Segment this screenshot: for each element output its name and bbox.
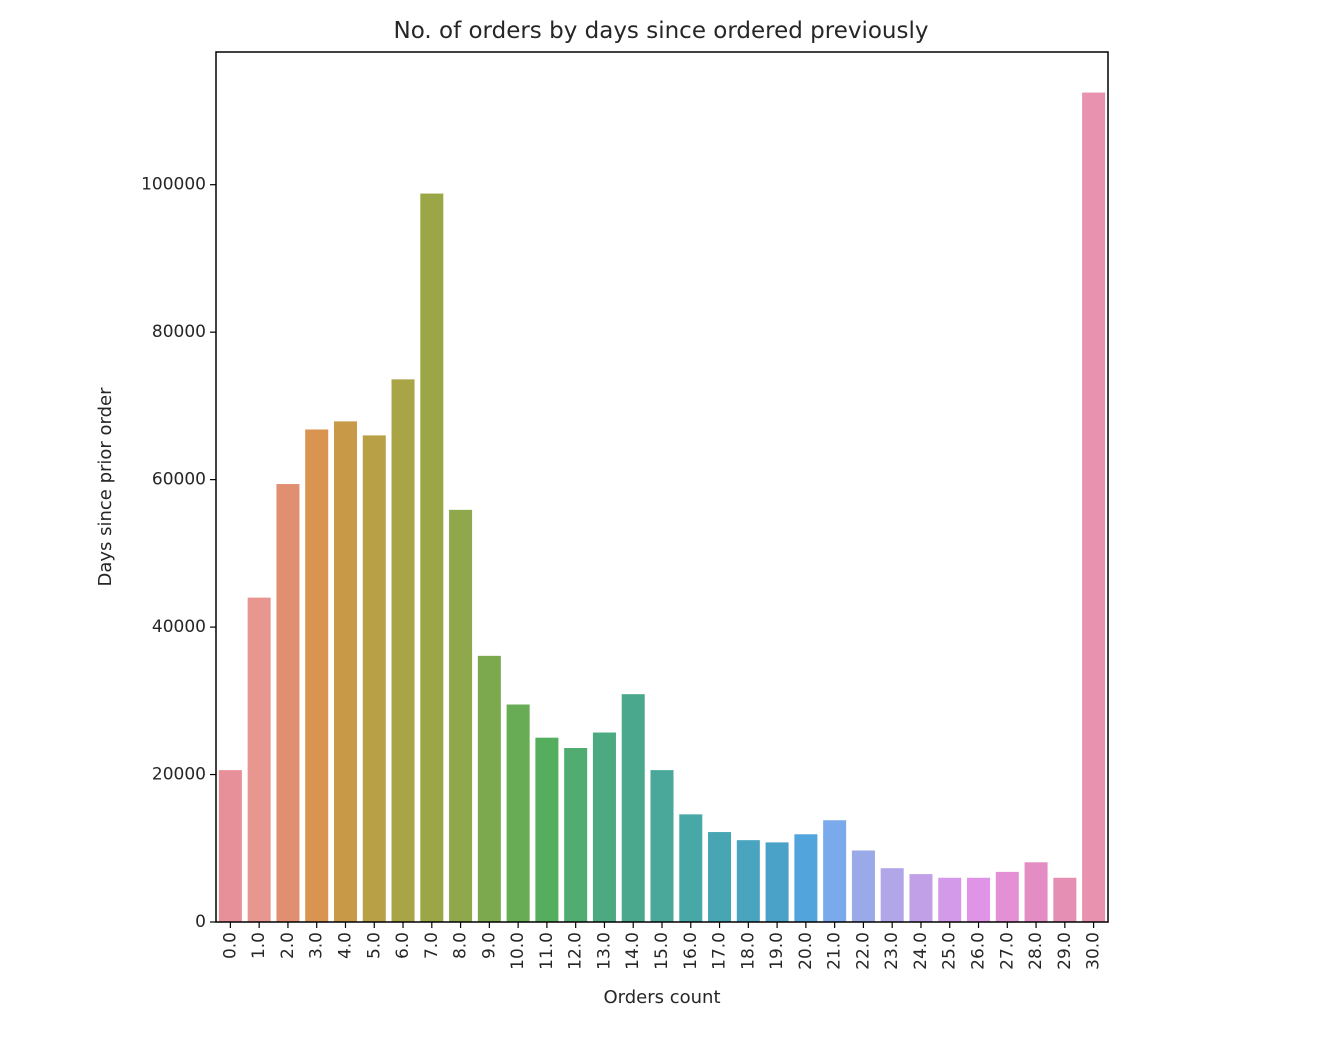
bar-29.0 bbox=[1053, 877, 1077, 922]
x-tick-label: 8.0 bbox=[451, 932, 471, 959]
x-tick-label: 27.0 bbox=[997, 932, 1017, 970]
bar-1.0 bbox=[247, 597, 271, 922]
x-tick-label: 10.0 bbox=[508, 932, 528, 970]
bars-group bbox=[218, 92, 1106, 923]
bar-9.0 bbox=[477, 655, 501, 922]
bar-4.0 bbox=[333, 421, 357, 922]
bar-10.0 bbox=[506, 704, 530, 922]
y-tick-label: 0 bbox=[195, 912, 206, 932]
bar-0.0 bbox=[218, 770, 242, 922]
x-tick-label: 15.0 bbox=[652, 932, 672, 970]
bar-21.0 bbox=[823, 820, 847, 922]
bar-20.0 bbox=[794, 834, 818, 922]
bar-5.0 bbox=[362, 435, 386, 922]
bar-19.0 bbox=[765, 842, 789, 922]
x-tick-label: 1.0 bbox=[249, 932, 269, 959]
x-tick-label: 0.0 bbox=[220, 932, 240, 959]
x-tick-label: 28.0 bbox=[1026, 932, 1046, 970]
y-axis-label: Days since prior order bbox=[95, 387, 116, 587]
bar-27.0 bbox=[995, 871, 1019, 922]
chart-title: No. of orders by days since ordered prev… bbox=[394, 18, 929, 44]
bar-6.0 bbox=[391, 379, 415, 922]
x-tick-label: 14.0 bbox=[623, 932, 643, 970]
y-axis: 0 20000 40000 60000 80000 100000 bbox=[141, 175, 216, 932]
x-tick-label: 16.0 bbox=[681, 932, 701, 970]
x-tick-label: 26.0 bbox=[969, 932, 989, 970]
bar-18.0 bbox=[736, 840, 760, 922]
bar-30.0 bbox=[1082, 92, 1106, 923]
x-tick-label: 21.0 bbox=[825, 932, 845, 970]
y-tick-label: 100000 bbox=[141, 175, 206, 195]
y-tick-label: 80000 bbox=[152, 322, 206, 342]
x-tick-label: 17.0 bbox=[710, 932, 730, 970]
x-axis: 0.0 1.0 2.0 3.0 4.0 5.0 6.0 7.0 8.0 9.0 10.0 11.0 12… bbox=[220, 922, 1104, 970]
bar-22.0 bbox=[851, 850, 875, 922]
bar-16.0 bbox=[679, 814, 703, 922]
x-tick-label: 2.0 bbox=[278, 932, 298, 959]
x-tick-label: 13.0 bbox=[594, 932, 614, 970]
bar-11.0 bbox=[535, 737, 559, 922]
x-tick-label: 12.0 bbox=[566, 932, 586, 970]
x-tick-label: 7.0 bbox=[422, 932, 442, 959]
bar-23.0 bbox=[880, 868, 904, 922]
x-tick-label: 20.0 bbox=[796, 932, 816, 970]
bar-8.0 bbox=[449, 509, 473, 922]
x-tick-label: 9.0 bbox=[479, 932, 499, 959]
bar-25.0 bbox=[938, 877, 962, 922]
x-tick-label: 3.0 bbox=[307, 932, 327, 959]
x-tick-label: 23.0 bbox=[882, 932, 902, 970]
bar-28.0 bbox=[1024, 862, 1048, 922]
bar-15.0 bbox=[650, 770, 674, 922]
x-tick-label: 4.0 bbox=[335, 932, 355, 959]
y-tick-label: 40000 bbox=[152, 617, 206, 637]
bar-26.0 bbox=[967, 877, 991, 922]
bar-24.0 bbox=[909, 874, 933, 922]
bar-14.0 bbox=[621, 694, 645, 922]
x-tick-label: 5.0 bbox=[364, 932, 384, 959]
x-tick-label: 19.0 bbox=[767, 932, 787, 970]
bar-12.0 bbox=[564, 748, 588, 922]
y-tick-label: 20000 bbox=[152, 765, 206, 785]
x-tick-label: 30.0 bbox=[1084, 932, 1104, 970]
bar-7.0 bbox=[420, 193, 444, 922]
x-axis-label: Orders count bbox=[603, 987, 720, 1008]
x-tick-label: 29.0 bbox=[1055, 932, 1075, 970]
x-tick-label: 22.0 bbox=[853, 932, 873, 970]
x-tick-label: 11.0 bbox=[537, 932, 557, 970]
bar-17.0 bbox=[708, 832, 732, 922]
bar-2.0 bbox=[276, 484, 300, 922]
x-tick-label: 6.0 bbox=[393, 932, 413, 959]
x-tick-label: 18.0 bbox=[738, 932, 758, 970]
bar-3.0 bbox=[305, 429, 329, 922]
bar-13.0 bbox=[592, 732, 616, 922]
x-tick-label: 25.0 bbox=[940, 932, 960, 970]
y-tick-label: 60000 bbox=[152, 470, 206, 490]
x-tick-label: 24.0 bbox=[911, 932, 931, 970]
